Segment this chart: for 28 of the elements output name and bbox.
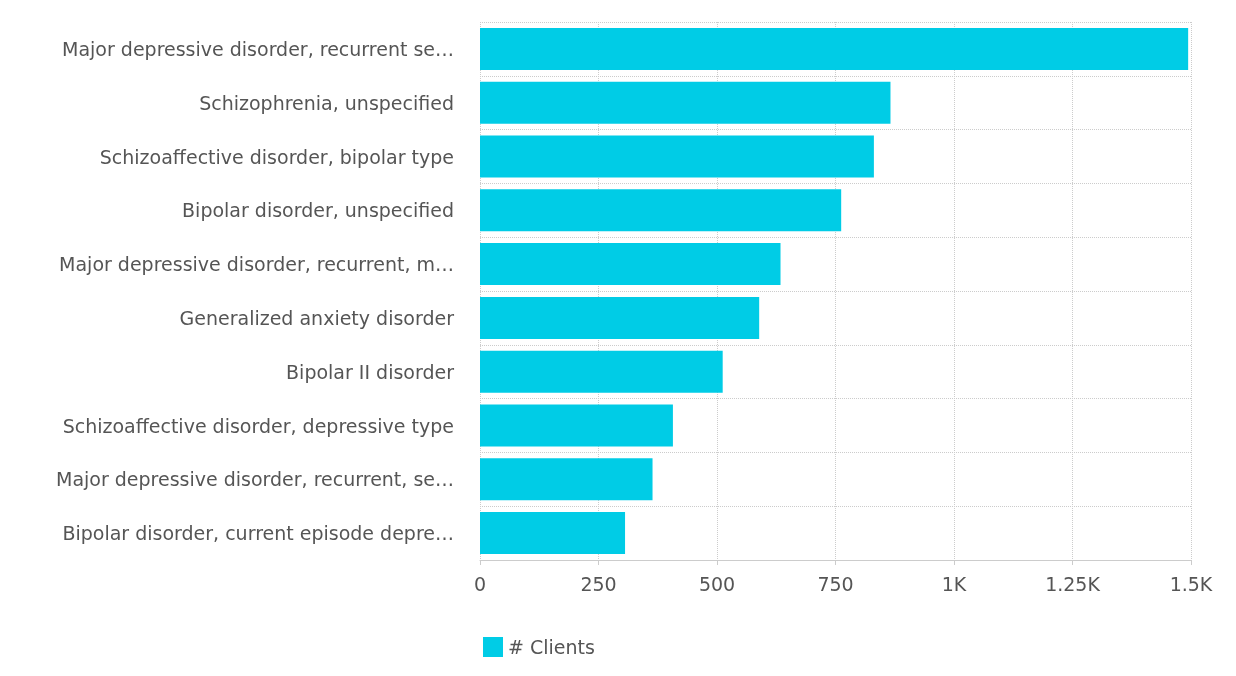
y-tick-label: Bipolar II disorder [286,360,455,383]
bar [480,135,874,178]
x-tick-label: 0 [473,572,487,595]
bar [480,458,653,501]
x-tick-label: 250 [580,572,617,595]
y-tick-label: Generalized anxiety disorder [179,306,455,329]
bar [480,243,781,286]
y-tick-label: Major depressive disorder, recurrent, m… [59,253,454,276]
x-tick-label: 1.25K [1045,572,1101,595]
x-tick-label: 1.5K [1169,572,1213,595]
x-tick-label: 1K [941,572,967,595]
bar [480,296,760,339]
y-tick-label: Major depressive disorder, recurrent se… [62,37,454,60]
y-tick-label: Schizoaffective disorder, bipolar type [99,145,454,168]
y-tick-label: Major depressive disorder, recurrent, se… [55,468,454,491]
bar [480,27,1189,70]
y-tick-label: Bipolar disorder, unspecified [182,199,454,222]
bar [480,81,891,124]
bar [480,350,723,393]
bar [480,404,673,447]
bar [480,189,842,232]
y-tick-label: Bipolar disorder, current episode depre… [62,522,454,545]
x-tick-label: 750 [817,572,854,595]
legend-label: # Clients [508,636,595,658]
x-tick-label: 500 [698,572,736,595]
y-tick-label: Schizoaffective disorder, depressive type [62,414,454,437]
bar [480,512,626,555]
y-tick-label: Schizophrenia, unspecified [199,91,454,114]
